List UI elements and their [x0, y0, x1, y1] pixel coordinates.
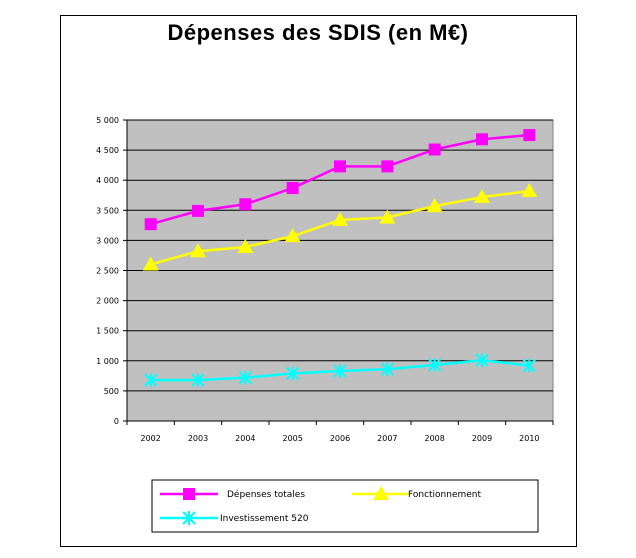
series-1 — [142, 183, 538, 271]
y-tick-label: 500 — [104, 387, 119, 396]
data-point — [192, 204, 204, 217]
data-point — [332, 211, 348, 226]
data-point — [426, 198, 443, 213]
data-point — [144, 218, 157, 231]
x-tick-label: 2010 — [519, 434, 539, 443]
data-point — [334, 160, 346, 173]
legend-label: Investissement 520 — [220, 514, 309, 524]
legend-label: Dépenses totales — [227, 489, 305, 500]
x-axis-ticks: 2002 2003 2004 2005 2006 2007 2008 2009 2010 — [126, 421, 554, 443]
data-point — [239, 198, 252, 211]
data-point — [475, 353, 489, 368]
legend: Dépenses totales Fonctionnement Investisse… — [151, 479, 539, 533]
y-tick-label: 1 500 — [96, 327, 119, 336]
data-point — [380, 362, 395, 377]
y-tick-label: 5 000 — [96, 116, 119, 125]
y-axis-ticks: 0 500 1 000 1 500 2 000 2 500 3 000 3 500 4 000 4… — [96, 116, 127, 426]
data-point — [427, 358, 442, 373]
x-tick-label: 2007 — [377, 434, 397, 443]
y-tick-label: 0 — [114, 417, 119, 426]
legend-marker — [183, 488, 195, 500]
legend-box — [151, 479, 539, 533]
x-tick-label: 2004 — [235, 434, 255, 443]
y-tick-label: 2 000 — [96, 297, 119, 306]
series-group — [142, 129, 538, 388]
data-point — [523, 129, 536, 142]
data-point — [521, 183, 538, 198]
legend-entry: Fonctionnement — [352, 486, 482, 500]
data-point — [286, 182, 299, 195]
x-tick-label: 2003 — [188, 434, 208, 443]
y-tick-label: 3 500 — [96, 206, 119, 215]
x-tick-label: 2002 — [140, 434, 160, 443]
data-point — [474, 189, 490, 204]
data-point — [333, 364, 347, 379]
x-tick-label: 2009 — [472, 434, 492, 443]
data-point — [522, 358, 537, 373]
data-point — [379, 209, 396, 224]
data-point — [476, 133, 488, 146]
y-tick-label: 4 500 — [96, 146, 119, 155]
data-point — [285, 366, 300, 381]
legend-marker — [182, 511, 196, 525]
data-point — [190, 243, 206, 258]
data-point — [237, 239, 254, 254]
y-tick-label: 2 500 — [96, 267, 119, 276]
data-point — [238, 370, 253, 385]
y-tick-label: 1 000 — [96, 357, 119, 366]
series-0 — [144, 129, 536, 231]
data-point — [142, 256, 159, 271]
data-point — [284, 228, 301, 243]
chart-title: Dépenses des SDIS (en M€) — [167, 20, 469, 45]
x-tick-label: 2005 — [282, 434, 302, 443]
y-tick-label: 4 000 — [96, 176, 119, 185]
data-point — [428, 143, 441, 156]
legend-marker — [373, 486, 389, 500]
legend-entry: Dépenses totales — [160, 488, 305, 500]
y-tick-label: 3 000 — [96, 236, 119, 245]
x-tick-label: 2008 — [424, 434, 444, 443]
series-2 — [143, 353, 537, 388]
data-point — [143, 373, 158, 388]
legend-entry: Investissement 520 — [160, 511, 309, 525]
legend-label: Fonctionnement — [408, 490, 482, 500]
x-tick-label: 2006 — [330, 434, 350, 443]
data-point — [381, 160, 394, 173]
data-point — [191, 373, 205, 388]
